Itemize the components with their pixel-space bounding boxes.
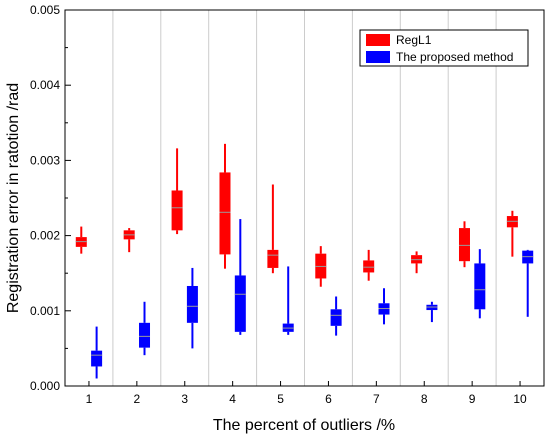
box-4 [219, 143, 231, 269]
box-6 [315, 246, 327, 287]
box-10 [522, 249, 534, 317]
box-4 [234, 219, 246, 335]
x-tick-label: 10 [513, 392, 527, 406]
x-tick-label: 2 [134, 392, 141, 406]
y-tick-label: 0.000 [30, 379, 60, 393]
box-1 [91, 326, 103, 379]
y-axis: 0.000 0.001 0.002 0.003 0.004 0.005 [30, 3, 71, 393]
legend-label-proposed: The proposed method [396, 50, 513, 64]
box-series-layer [75, 143, 534, 379]
y-tick-label: 0.001 [30, 304, 60, 318]
box-10 [506, 210, 518, 257]
box-body [234, 275, 246, 332]
y-tick-label: 0.002 [30, 229, 60, 243]
box-body [139, 322, 151, 348]
box-7 [378, 288, 390, 325]
legend-label-regl1: RegL1 [396, 33, 432, 47]
box-5 [282, 266, 294, 335]
box-5 [267, 184, 279, 274]
box-body [186, 285, 198, 323]
x-tick-label: 7 [373, 392, 380, 406]
x-tick-label: 1 [86, 392, 93, 406]
x-tick-label: 3 [181, 392, 188, 406]
legend: RegL1 The proposed method [359, 29, 529, 67]
box-6 [330, 296, 342, 336]
box-2 [123, 228, 135, 253]
x-axis: 1 2 3 4 5 6 7 8 9 10 [86, 381, 527, 406]
box-9 [474, 249, 486, 319]
x-tick-label: 9 [469, 392, 476, 406]
y-tick-label: 0.004 [30, 78, 60, 92]
box-body [330, 309, 342, 326]
legend-swatch-regl1 [366, 34, 390, 46]
box-7 [363, 249, 375, 281]
x-axis-title: The percent of outliers /% [213, 417, 395, 434]
box-body [171, 190, 183, 231]
box-body [267, 249, 279, 268]
series-regl1 [75, 143, 518, 287]
box-body [91, 350, 103, 367]
box-1 [75, 226, 87, 254]
box-9 [458, 221, 470, 268]
box-3 [186, 267, 198, 349]
x-tick-label: 5 [277, 392, 284, 406]
y-tick-label: 0.005 [30, 3, 60, 17]
series-proposed-method [91, 219, 534, 379]
box-8 [411, 251, 423, 274]
x-tick-label: 4 [229, 392, 236, 406]
y-axis-title: Registration error in ratotion /rad [5, 83, 22, 313]
box-8 [426, 301, 438, 323]
x-tick-label: 6 [325, 392, 332, 406]
vertical-grid [112, 10, 497, 386]
box-body [474, 263, 486, 310]
box-2 [139, 301, 151, 356]
y-tick-label: 0.003 [30, 153, 60, 167]
box-body [363, 260, 375, 273]
box-body [458, 228, 470, 262]
box-3 [171, 148, 183, 235]
legend-swatch-proposed [366, 51, 390, 63]
box-body [219, 172, 231, 255]
x-tick-label: 8 [421, 392, 428, 406]
